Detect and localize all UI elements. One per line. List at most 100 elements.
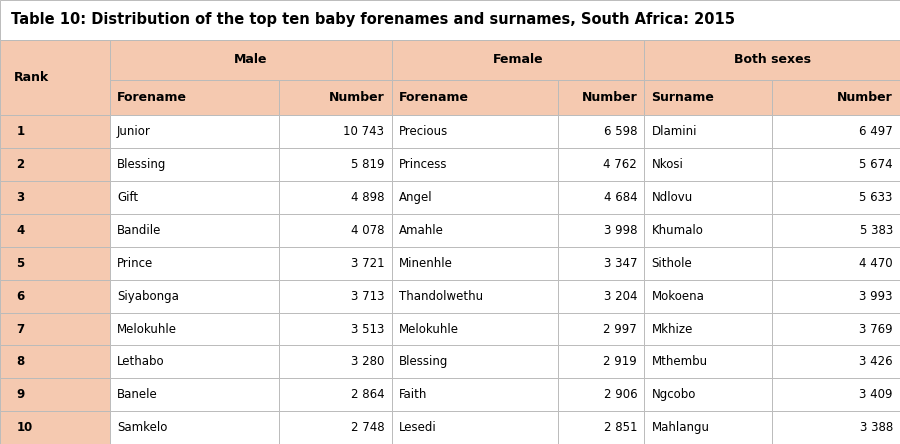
- Bar: [0, 280, 110, 313]
- Bar: [279, 313, 392, 345]
- Text: Princess: Princess: [399, 158, 447, 171]
- Bar: [0, 378, 110, 411]
- Text: Dlamini: Dlamini: [652, 125, 698, 139]
- Text: 3 721: 3 721: [351, 257, 384, 270]
- Text: 3 204: 3 204: [604, 289, 637, 303]
- Bar: [0, 247, 110, 280]
- Text: Melokuhle: Melokuhle: [399, 322, 459, 336]
- Text: 3 426: 3 426: [860, 355, 893, 369]
- Bar: [0, 345, 110, 378]
- Text: 5 383: 5 383: [860, 224, 893, 237]
- Bar: [772, 214, 900, 247]
- Bar: [644, 280, 772, 313]
- Text: Blessing: Blessing: [399, 355, 448, 369]
- Bar: [644, 378, 772, 411]
- Text: Gift: Gift: [117, 191, 138, 204]
- Bar: [644, 345, 772, 378]
- Bar: [644, 247, 772, 280]
- Text: Faith: Faith: [399, 388, 427, 401]
- Bar: [110, 181, 279, 214]
- Text: Mkhize: Mkhize: [652, 322, 693, 336]
- Bar: [644, 181, 772, 214]
- Text: Siyabonga: Siyabonga: [117, 289, 179, 303]
- Bar: [558, 115, 644, 148]
- Text: Forename: Forename: [117, 91, 187, 104]
- Bar: [772, 345, 900, 378]
- Text: 3 280: 3 280: [351, 355, 384, 369]
- Text: 3 388: 3 388: [860, 421, 893, 434]
- Bar: [279, 411, 392, 444]
- Text: 1: 1: [16, 125, 24, 139]
- Bar: [392, 313, 558, 345]
- Bar: [279, 80, 392, 115]
- Bar: [772, 181, 900, 214]
- Text: 3 513: 3 513: [351, 322, 384, 336]
- Bar: [110, 378, 279, 411]
- Text: Number: Number: [328, 91, 384, 104]
- Text: Lesedi: Lesedi: [399, 421, 436, 434]
- Bar: [392, 115, 558, 148]
- Bar: [392, 40, 644, 80]
- Text: 7: 7: [16, 322, 24, 336]
- Bar: [392, 80, 558, 115]
- Bar: [392, 247, 558, 280]
- Text: 2 851: 2 851: [604, 421, 637, 434]
- Bar: [772, 378, 900, 411]
- Text: Blessing: Blessing: [117, 158, 166, 171]
- Bar: [0, 181, 110, 214]
- Bar: [110, 411, 279, 444]
- Text: Mthembu: Mthembu: [652, 355, 707, 369]
- Text: 4 898: 4 898: [351, 191, 384, 204]
- Text: 10: 10: [16, 421, 32, 434]
- Text: 2 997: 2 997: [603, 322, 637, 336]
- Text: Lethabo: Lethabo: [117, 355, 165, 369]
- Text: Number: Number: [581, 91, 637, 104]
- Bar: [0, 115, 110, 148]
- Bar: [279, 345, 392, 378]
- Bar: [392, 378, 558, 411]
- Bar: [644, 214, 772, 247]
- Bar: [558, 80, 644, 115]
- Text: Minenhle: Minenhle: [399, 257, 453, 270]
- Bar: [0, 313, 110, 345]
- Bar: [392, 280, 558, 313]
- Bar: [279, 148, 392, 181]
- Text: Precious: Precious: [399, 125, 448, 139]
- Text: 3 993: 3 993: [860, 289, 893, 303]
- Text: 3: 3: [16, 191, 24, 204]
- Text: 2: 2: [16, 158, 24, 171]
- Text: Bandile: Bandile: [117, 224, 161, 237]
- Bar: [558, 411, 644, 444]
- Text: 3 347: 3 347: [604, 257, 637, 270]
- Text: Ngcobo: Ngcobo: [652, 388, 696, 401]
- Bar: [279, 214, 392, 247]
- Text: Table 10: Distribution of the top ten baby forenames and surnames, South Africa:: Table 10: Distribution of the top ten ba…: [11, 12, 734, 28]
- Bar: [0, 411, 110, 444]
- Text: 2 748: 2 748: [351, 421, 384, 434]
- Bar: [110, 115, 279, 148]
- Bar: [279, 247, 392, 280]
- Text: Thandolwethu: Thandolwethu: [399, 289, 482, 303]
- Bar: [644, 40, 900, 80]
- Text: Angel: Angel: [399, 191, 432, 204]
- Text: Sithole: Sithole: [652, 257, 692, 270]
- Bar: [110, 313, 279, 345]
- Bar: [558, 181, 644, 214]
- Bar: [0, 148, 110, 181]
- Bar: [110, 80, 279, 115]
- Text: Prince: Prince: [117, 257, 153, 270]
- Bar: [279, 181, 392, 214]
- Text: Female: Female: [492, 53, 544, 67]
- Bar: [279, 115, 392, 148]
- Bar: [772, 280, 900, 313]
- Text: Forename: Forename: [399, 91, 469, 104]
- Bar: [110, 40, 392, 80]
- Bar: [772, 115, 900, 148]
- Text: Male: Male: [234, 53, 267, 67]
- Text: 8: 8: [16, 355, 24, 369]
- Text: Samkelo: Samkelo: [117, 421, 167, 434]
- Text: 5 819: 5 819: [351, 158, 384, 171]
- Bar: [558, 148, 644, 181]
- Bar: [392, 181, 558, 214]
- Bar: [558, 345, 644, 378]
